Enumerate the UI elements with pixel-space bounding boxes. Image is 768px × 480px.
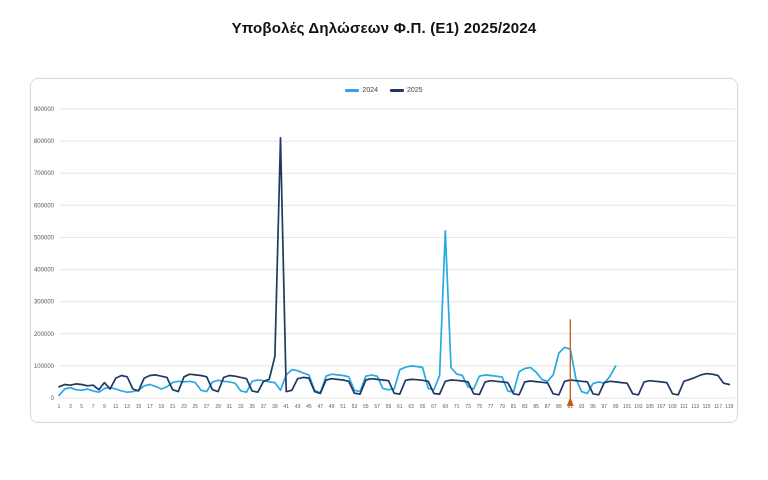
legend-swatch-2024 [345,89,360,92]
svg-text:65: 65 [420,404,426,410]
svg-text:95: 95 [590,404,596,410]
legend-label-2024: 2024 [362,87,378,94]
svg-text:73: 73 [465,404,471,410]
svg-text:67: 67 [431,404,437,410]
line-chart-plot: 0 100000 200000 300000 400000 500000 600000 700… [34,107,735,410]
svg-text:75: 75 [477,404,483,410]
svg-text:300000: 300000 [34,300,55,306]
svg-text:69: 69 [443,404,449,410]
svg-text:119: 119 [725,404,733,410]
svg-text:85: 85 [533,404,539,410]
svg-text:37: 37 [261,404,267,410]
svg-text:103: 103 [634,404,643,410]
svg-text:33: 33 [238,404,244,410]
svg-text:79: 79 [499,404,505,410]
svg-text:39: 39 [272,404,278,410]
svg-text:51: 51 [340,404,346,410]
svg-text:31: 31 [227,404,233,410]
legend-item-2025: 2025 [390,87,423,94]
svg-text:100000: 100000 [34,364,55,370]
svg-text:81: 81 [511,404,517,410]
svg-text:41: 41 [283,404,289,410]
svg-text:9: 9 [103,404,106,410]
svg-text:109: 109 [668,404,677,410]
svg-text:77: 77 [488,404,494,410]
svg-text:113: 113 [691,404,699,410]
svg-text:1: 1 [58,404,61,410]
legend-label-2025: 2025 [407,87,423,94]
legend-swatch-2025 [390,89,404,92]
svg-text:45: 45 [306,404,312,410]
svg-text:111: 111 [680,404,688,410]
svg-text:600000: 600000 [34,203,55,209]
svg-text:23: 23 [181,404,187,410]
chart-title: Υποβολές Δηλώσεων Φ.Π. (Ε1) 2025/2024 [231,20,537,37]
svg-text:7: 7 [92,404,95,410]
svg-text:53: 53 [352,404,358,410]
svg-text:101: 101 [623,404,632,410]
svg-text:29: 29 [215,404,221,410]
svg-text:800000: 800000 [34,139,55,145]
svg-text:49: 49 [329,404,335,410]
svg-text:89: 89 [556,404,562,410]
chart-container: 2024 2025 0 100000 200000 300000 400000 50000… [30,78,738,423]
svg-text:83: 83 [522,404,528,410]
svg-text:200000: 200000 [34,332,55,338]
svg-text:35: 35 [249,404,255,410]
svg-text:117: 117 [714,404,722,410]
svg-text:21: 21 [170,404,176,410]
svg-text:15: 15 [136,404,142,410]
legend-item-2024: 2024 [345,87,378,94]
svg-text:115: 115 [703,404,711,410]
svg-text:13: 13 [124,404,130,410]
svg-text:93: 93 [579,404,585,410]
svg-text:700000: 700000 [34,171,55,177]
svg-text:99: 99 [613,404,619,410]
svg-text:97: 97 [602,404,608,410]
svg-text:105: 105 [646,404,655,410]
svg-text:87: 87 [545,404,551,410]
svg-text:25: 25 [193,404,199,410]
svg-text:11: 11 [113,404,118,410]
svg-text:27: 27 [204,404,210,410]
svg-text:0: 0 [51,396,55,402]
legend: 2024 2025 [31,87,737,94]
svg-text:3: 3 [69,404,72,410]
svg-text:19: 19 [159,404,165,410]
svg-text:57: 57 [374,404,380,410]
svg-text:17: 17 [147,404,153,410]
svg-text:900000: 900000 [34,107,55,113]
svg-text:59: 59 [386,404,392,410]
svg-text:400000: 400000 [34,268,55,274]
svg-text:71: 71 [454,404,460,410]
svg-text:63: 63 [408,404,414,410]
svg-text:500000: 500000 [34,235,55,241]
svg-text:43: 43 [295,404,301,410]
svg-text:107: 107 [657,404,666,410]
svg-text:47: 47 [318,404,324,410]
svg-text:61: 61 [397,404,403,410]
svg-text:91: 91 [568,404,574,410]
svg-text:5: 5 [80,404,83,410]
svg-text:55: 55 [363,404,369,410]
